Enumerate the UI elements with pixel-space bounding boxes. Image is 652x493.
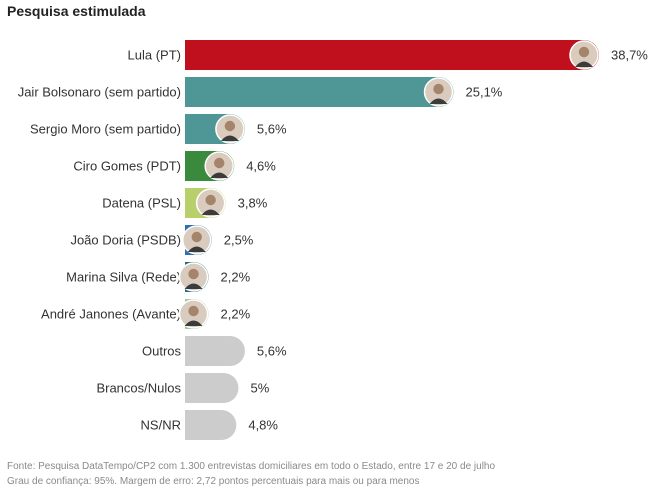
category-label: Sergio Moro (sem partido) [30, 122, 181, 137]
value-label: 38,7% [611, 48, 648, 63]
category-label: Datena (PSL) [102, 196, 181, 211]
value-label: 3,8% [238, 196, 268, 211]
value-label: 5% [250, 381, 269, 396]
value-label: 4,6% [246, 159, 276, 174]
category-label: Brancos/Nulos [96, 381, 181, 396]
value-label: 5,6% [257, 122, 287, 137]
confidence-note: Grau de confiança: 95%. Margem de erro: … [7, 476, 420, 487]
category-label: Lula (PT) [128, 48, 181, 63]
category-label: André Janones (Avante) [41, 307, 181, 322]
category-label: João Doria (PSDB) [70, 233, 181, 248]
value-label: 4,8% [248, 418, 278, 433]
bar [185, 373, 239, 403]
candidate-portrait [178, 262, 209, 292]
category-label: NS/NR [141, 418, 181, 433]
category-label: Ciro Gomes (PDT) [73, 159, 181, 174]
bar [185, 77, 454, 107]
bar [185, 40, 599, 70]
bar [185, 410, 237, 440]
candidate-portrait [215, 114, 245, 144]
bar [185, 336, 245, 366]
chart-title: Pesquisa estimulada [7, 3, 146, 19]
candidate-portrait [181, 225, 212, 255]
candidate-portrait [195, 188, 226, 218]
value-label: 5,6% [257, 344, 287, 359]
value-label: 2,5% [224, 233, 254, 248]
value-label: 25,1% [466, 85, 503, 100]
category-label: Marina Silva (Rede) [66, 270, 181, 285]
candidate-portrait [423, 77, 454, 107]
category-label: Outros [142, 344, 182, 359]
source-note: Fonte: Pesquisa DataTempo/CP2 com 1.300 … [7, 461, 496, 472]
category-label: Jair Bolsonaro (sem partido) [18, 85, 181, 100]
value-label: 2,2% [221, 307, 251, 322]
candidate-portrait [569, 40, 599, 70]
value-label: 2,2% [221, 270, 251, 285]
candidate-portrait [178, 299, 209, 329]
candidate-portrait [204, 151, 234, 181]
bar-chart: Lula (PT) 38,7% Jair Bolsonaro (sem partid… [18, 40, 648, 440]
